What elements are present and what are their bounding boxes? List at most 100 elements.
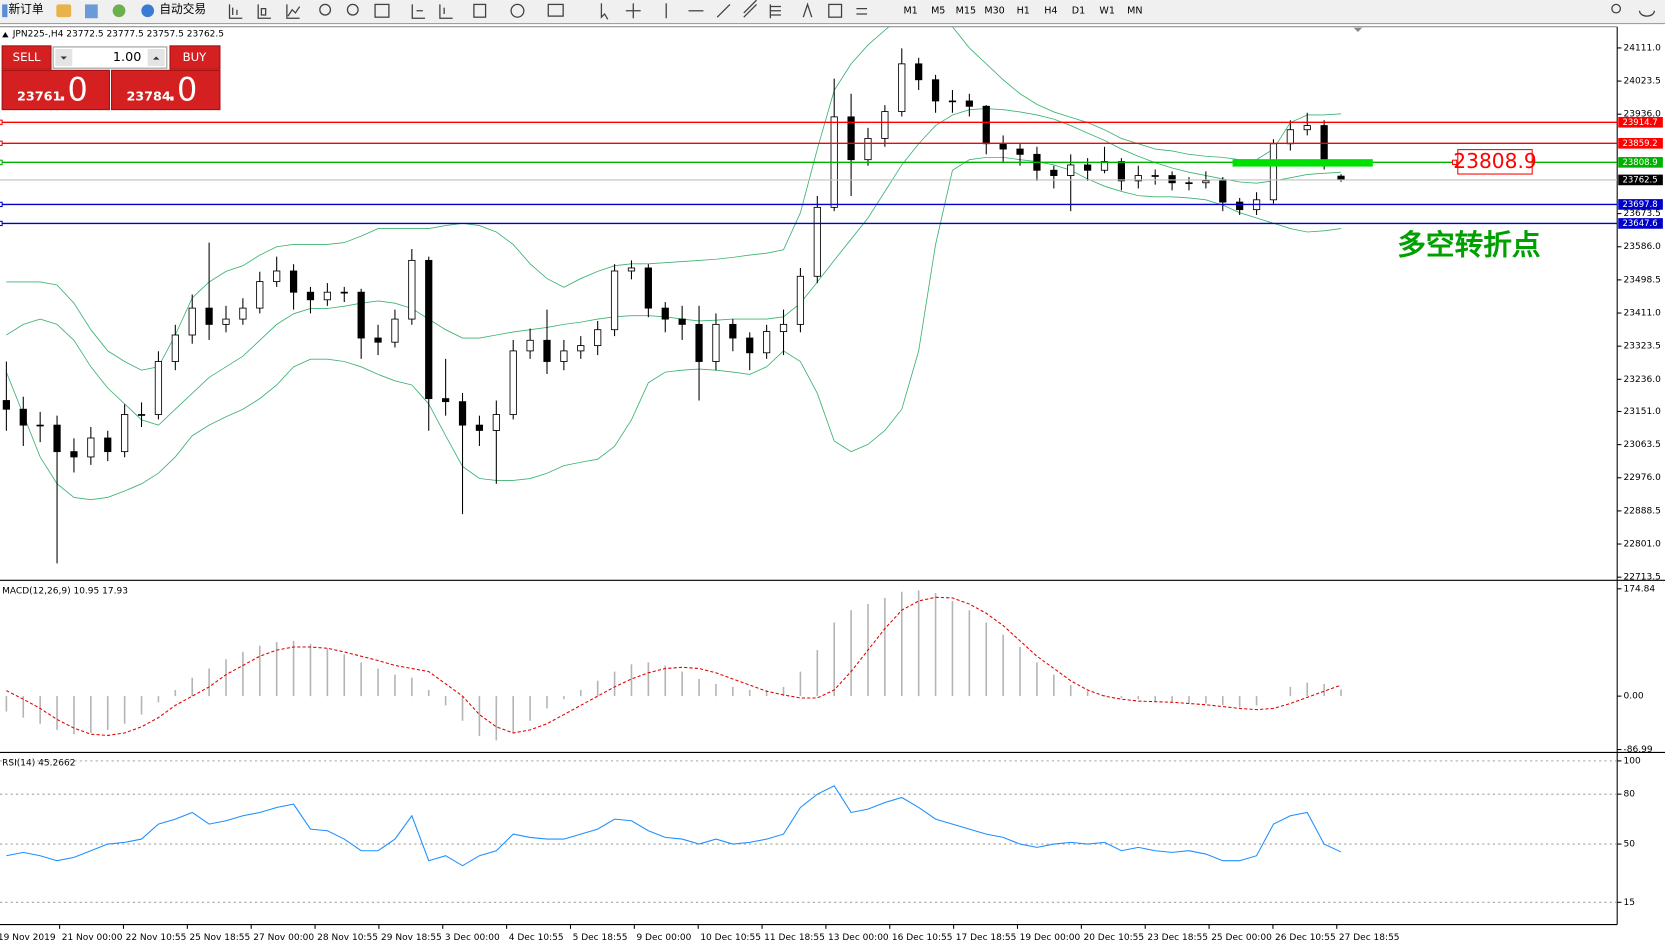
- candle-body: [881, 111, 889, 139]
- rsi-title: RSI(14) 45.2662: [2, 759, 75, 769]
- icon[interactable]: [600, 3, 609, 20]
- icon[interactable]: [716, 3, 731, 18]
- timeframe[interactable]: W1: [1099, 5, 1115, 16]
- candle-body: [1067, 164, 1075, 176]
- x-tick-label: 27 Dec 18:55: [1339, 933, 1400, 943]
- timeframe[interactable]: M5: [931, 5, 945, 16]
- timeframe[interactable]: M1: [903, 5, 917, 16]
- icon[interactable]: [346, 3, 359, 16]
- icon[interactable]: [547, 3, 564, 17]
- level-anchor: [0, 159, 3, 166]
- bollinger-band: [6, 108, 1342, 426]
- candle-body: [627, 267, 636, 272]
- level-label-box: [1618, 137, 1663, 149]
- y-tick-label: 22976.0: [1624, 473, 1662, 483]
- y-tick-label: 23323.5: [1624, 342, 1661, 352]
- new-order[interactable]: 新订单: [9, 2, 44, 16]
- candle-body: [898, 63, 906, 112]
- icon[interactable]: [856, 8, 868, 15]
- ask-box[interactable]: [111, 69, 221, 111]
- icon[interactable]: [112, 4, 126, 18]
- timeframe[interactable]: M30: [984, 5, 1004, 16]
- candle-body: [306, 291, 315, 301]
- candle-body: [171, 334, 179, 362]
- candle-body: [458, 401, 467, 426]
- buy-button[interactable]: [169, 45, 221, 70]
- icon[interactable]: [439, 4, 453, 19]
- icon[interactable]: [510, 3, 525, 18]
- candle-body: [121, 414, 129, 453]
- icon[interactable]: [473, 3, 487, 18]
- x-tick-label: 4 Dec 10:55: [509, 933, 564, 943]
- icon[interactable]: [257, 4, 271, 19]
- icon[interactable]: [1638, 10, 1656, 17]
- candle-body: [661, 307, 669, 320]
- axes: 19 Nov 2019 21 Nov 00:00 22 Nov 10:55 25 No…: [0, 43, 1663, 943]
- icon[interactable]: [625, 3, 641, 19]
- icon[interactable]: [85, 4, 98, 19]
- y-tick-label: -86.99: [1624, 745, 1653, 755]
- bollinger-band: [5, 156, 1342, 501]
- icon[interactable]: [286, 4, 301, 19]
- header-triangle: [2, 32, 9, 38]
- candle-body: [104, 437, 112, 453]
- icon[interactable]: [228, 4, 243, 19]
- buy-label[interactable]: BUY: [183, 50, 208, 64]
- x-tick-label: 16 Dec 10:55: [892, 933, 953, 943]
- y-tick-label: 22713.5: [1624, 573, 1661, 583]
- x-tick-label: 20 Dec 10:55: [1083, 933, 1144, 943]
- x-tick-label: 27 Nov 00:00: [253, 933, 314, 943]
- icon[interactable]: [769, 4, 781, 19]
- timeframe[interactable]: H1: [1017, 5, 1030, 16]
- icon[interactable]: [828, 3, 843, 18]
- level-anchor: [0, 201, 3, 208]
- candle-body: [492, 414, 500, 431]
- shift-marker: [1353, 27, 1363, 33]
- level-label-box: [1618, 218, 1663, 229]
- timeframe[interactable]: H4: [1044, 5, 1057, 16]
- x-tick-label: 19 Nov 2019: [0, 933, 56, 943]
- candle-body: [982, 105, 990, 145]
- icon[interactable]: [319, 3, 332, 16]
- rsi-line: [6, 785, 1342, 867]
- timeframe[interactable]: D1: [1072, 5, 1085, 16]
- icon[interactable]: [1611, 3, 1622, 14]
- icon[interactable]: [141, 4, 155, 18]
- sell-label[interactable]: SELL: [13, 50, 41, 64]
- y-tick-label: 23411.0: [1624, 309, 1662, 319]
- candle-body: [931, 79, 940, 102]
- arrow: [153, 56, 160, 60]
- y-tick-label: 22801.0: [1624, 540, 1662, 550]
- x-tick-label: 22 Nov 10:55: [126, 933, 187, 943]
- candle-body: [560, 350, 568, 362]
- icon[interactable]: [743, 0, 757, 18]
- level-label: 23762.5: [1622, 175, 1657, 185]
- candle-body: [408, 259, 416, 320]
- y-tick-label: 23236.0: [1624, 375, 1662, 385]
- candle-body: [391, 318, 399, 343]
- timeframe[interactable]: MN: [1127, 5, 1142, 16]
- lot-value[interactable]: 1.00: [113, 50, 141, 65]
- icon[interactable]: [802, 2, 813, 18]
- timeframe[interactable]: M15: [956, 5, 976, 16]
- auto-trade[interactable]: 自动交易: [159, 2, 206, 16]
- lot-input[interactable]: [52, 46, 168, 69]
- x-tick-label: 21 Nov 00:00: [62, 933, 123, 943]
- icon[interactable]: [2, 4, 8, 18]
- y-tick-label: 100: [1624, 756, 1641, 766]
- icon[interactable]: [56, 4, 72, 18]
- icon[interactable]: [374, 3, 390, 18]
- sell-button[interactable]: [1, 45, 52, 70]
- y-tick-label: 0.00: [1624, 692, 1644, 702]
- candle-body: [1151, 175, 1159, 177]
- y-tick-label: 24111.0: [1624, 43, 1662, 53]
- candle-body: [442, 398, 450, 403]
- icon[interactable]: [411, 4, 426, 19]
- x-tick-label: 19 Dec 00:00: [1020, 933, 1081, 943]
- x-tick-label: 23 Dec 18:55: [1147, 933, 1208, 943]
- candle-body: [1236, 201, 1244, 211]
- bid-box[interactable]: [1, 69, 110, 111]
- y-tick-label: 23673.5: [1624, 209, 1661, 219]
- candle-body: [948, 100, 957, 103]
